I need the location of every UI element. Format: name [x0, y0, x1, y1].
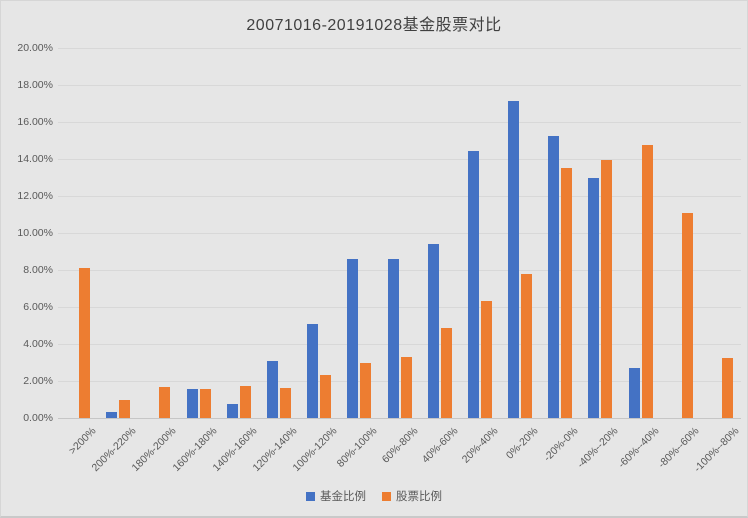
bar-stock — [79, 268, 90, 418]
legend: 基金比例 股票比例 — [1, 488, 747, 504]
bar-stock — [200, 389, 211, 418]
y-tick-label: 2.00% — [23, 375, 53, 387]
bar-stock — [521, 273, 532, 418]
y-tick-label: 14.00% — [17, 153, 53, 165]
bar-fund — [468, 150, 479, 418]
y-tick-label: 18.00% — [17, 79, 53, 91]
bar-fund — [548, 135, 559, 418]
bar-stock — [441, 328, 452, 418]
y-tick-label: 12.00% — [17, 190, 53, 202]
bar-fund — [106, 411, 117, 418]
bar-stock — [280, 388, 291, 418]
legend-swatch-fund — [306, 491, 315, 501]
y-tick-label: 20.00% — [17, 42, 53, 54]
gridline — [58, 122, 741, 123]
legend-swatch-stock — [382, 491, 391, 501]
bar-fund — [588, 178, 599, 418]
gridline — [58, 418, 741, 419]
y-tick-label: 4.00% — [23, 338, 53, 350]
bar-fund — [227, 404, 238, 418]
bar-fund — [428, 244, 439, 418]
bar-stock — [642, 145, 653, 418]
gridline — [58, 307, 741, 308]
bar-stock — [682, 212, 693, 418]
bar-stock — [561, 168, 572, 418]
gridline — [58, 196, 741, 197]
gridline — [58, 48, 741, 49]
bar-stock — [481, 301, 492, 418]
gridline — [58, 381, 741, 382]
bar-fund — [347, 258, 358, 418]
gridline — [58, 344, 741, 345]
bar-stock — [159, 387, 170, 418]
legend-item-fund: 基金比例 — [306, 488, 366, 504]
bar-stock — [722, 357, 733, 418]
gridline — [58, 159, 741, 160]
chart-title: 20071016-20191028基金股票对比 — [246, 17, 502, 34]
legend-item-stock: 股票比例 — [382, 488, 442, 504]
y-tick-label: 16.00% — [17, 116, 53, 128]
gridline — [58, 85, 741, 86]
y-tick-label: 6.00% — [23, 301, 53, 313]
y-tick-label: 8.00% — [23, 264, 53, 276]
bar-stock — [320, 374, 331, 418]
gridline — [58, 270, 741, 271]
bar-stock — [119, 399, 130, 418]
y-tick-label: 0.00% — [23, 412, 53, 424]
gridline — [58, 233, 741, 234]
bar-fund — [187, 389, 198, 418]
y-tick-label: 10.00% — [17, 227, 53, 239]
bar-fund — [307, 323, 318, 418]
bar-stock — [401, 356, 412, 418]
bar-stock — [360, 362, 371, 418]
legend-label-fund: 基金比例 — [320, 491, 366, 503]
bar-stock — [601, 159, 612, 418]
bar-fund — [508, 100, 519, 418]
bar-stock — [240, 385, 251, 418]
bar-fund — [267, 360, 278, 418]
legend-label-stock: 股票比例 — [396, 491, 442, 503]
bar-fund — [629, 368, 640, 418]
bar-fund — [388, 258, 399, 418]
